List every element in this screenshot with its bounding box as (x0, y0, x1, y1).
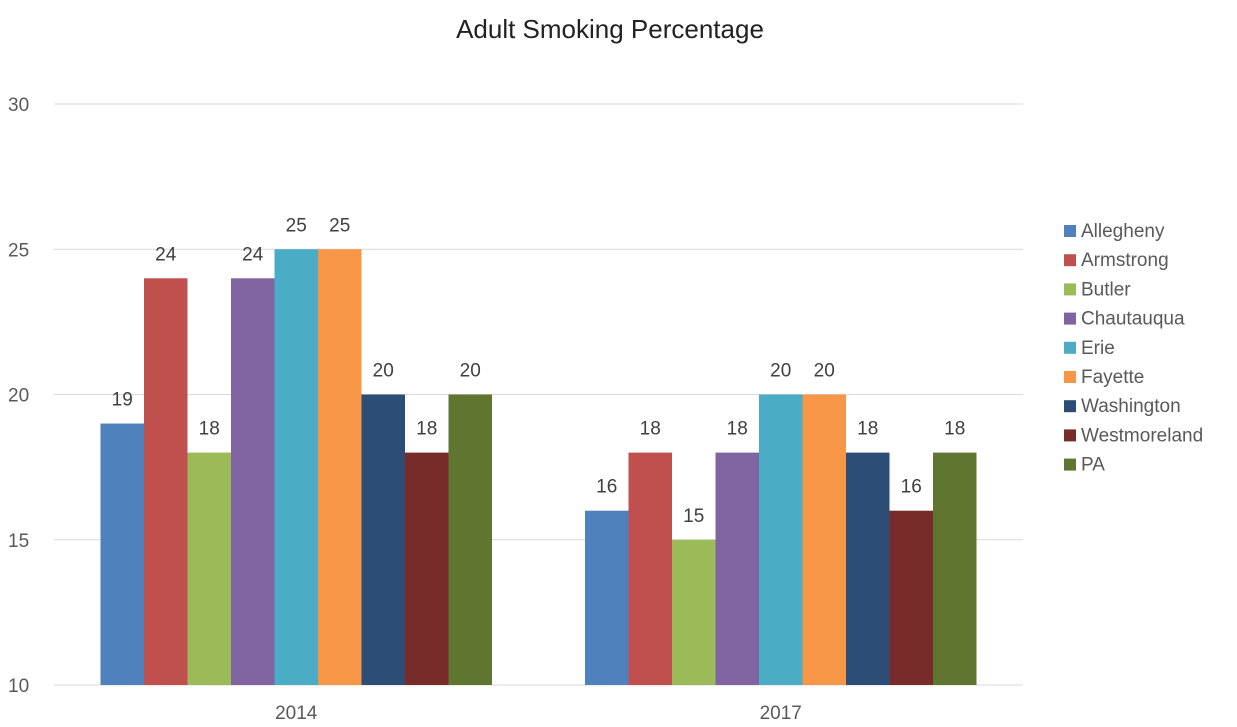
legend-label: PA (1081, 455, 1105, 476)
legend-item-fayette: Fayette (1064, 367, 1144, 388)
legend-label: Armstrong (1081, 250, 1169, 271)
legend-label: Fayette (1081, 367, 1144, 388)
legend-item-allegheny: Allegheny (1064, 221, 1165, 242)
legend-swatch (1064, 225, 1076, 237)
data-label: 20 (770, 361, 791, 382)
y-tick-label: 25 (8, 240, 29, 261)
bars (100, 249, 977, 685)
data-label: 15 (683, 506, 704, 527)
x-tick-label: 2017 (760, 703, 802, 724)
legend-swatch (1064, 283, 1076, 296)
bar-armstrong-2017 (628, 452, 672, 685)
legend-label: Westmoreland (1081, 425, 1203, 446)
data-label: 18 (857, 419, 878, 440)
bar-washington-2014 (361, 394, 405, 685)
bar-butler-2014 (187, 452, 231, 685)
legend-label: Washington (1081, 396, 1181, 417)
bar-pa-2014 (448, 394, 492, 685)
legend-item-erie: Erie (1064, 338, 1115, 359)
legend-label: Chautauqua (1081, 309, 1185, 330)
bar-chautauqua-2014 (231, 278, 275, 685)
legend-swatch (1064, 458, 1076, 471)
y-axis-ticks: 10 15 20 25 30 (8, 95, 29, 697)
data-label: 18 (199, 419, 220, 440)
bar-fayette-2014 (318, 249, 362, 685)
y-tick-label: 15 (8, 531, 29, 552)
data-label: 25 (329, 215, 350, 236)
legend-item-westmoreland: Westmoreland (1064, 425, 1203, 446)
data-label: 18 (640, 419, 661, 440)
bar-pa-2017 (933, 452, 977, 685)
legend-item-armstrong: Armstrong (1064, 250, 1169, 271)
data-label: 20 (373, 361, 394, 382)
bar-fayette-2017 (802, 394, 846, 685)
y-tick-label: 20 (8, 386, 29, 407)
legend-swatch (1064, 400, 1076, 413)
data-label: 16 (901, 477, 922, 498)
bar-allegheny-2014 (100, 423, 144, 685)
data-label: 24 (242, 244, 264, 265)
x-axis-ticks: 2014 2017 (275, 703, 802, 724)
legend-swatch (1064, 341, 1076, 354)
legend-item-butler: Butler (1064, 279, 1131, 300)
y-tick-label: 30 (8, 95, 29, 116)
bar-armstrong-2014 (144, 278, 188, 685)
legend-swatch (1064, 312, 1076, 325)
y-tick-label: 10 (8, 676, 29, 697)
bar-allegheny-2017 (585, 510, 629, 685)
legend-swatch (1064, 429, 1076, 442)
data-label: 18 (944, 419, 965, 440)
bar-washington-2017 (846, 452, 890, 685)
bar-erie-2017 (759, 394, 803, 685)
data-label: 18 (416, 419, 437, 440)
data-label: 25 (286, 215, 307, 236)
bar-westmoreland-2017 (889, 510, 933, 685)
legend-item-washington: Washington (1064, 396, 1181, 417)
bar-chautauqua-2017 (715, 452, 759, 685)
legend-item-chautauqua: Chautauqua (1064, 309, 1185, 330)
bar-butler-2017 (672, 539, 716, 685)
data-label: 20 (814, 361, 835, 382)
data-label: 18 (727, 419, 748, 440)
data-label: 16 (596, 477, 617, 498)
bar-erie-2014 (274, 249, 318, 685)
legend-item-pa: PA (1064, 455, 1105, 476)
chart-title: Adult Smoking Percentage (456, 14, 764, 44)
legend-label: Allegheny (1081, 221, 1165, 242)
legend-swatch (1064, 254, 1076, 267)
data-label: 20 (460, 361, 481, 382)
data-labels: 19 24 18 24 25 25 20 18 20 16 18 15 18 20 20 18 16 18 (112, 215, 966, 527)
legend-label: Butler (1081, 279, 1131, 300)
legend: Allegheny Armstrong Butler Chautauqua Erie Fa… (1064, 221, 1203, 476)
data-label: 24 (155, 244, 177, 265)
legend-label: Erie (1081, 338, 1115, 359)
data-label: 19 (112, 390, 133, 411)
x-tick-label: 2014 (275, 703, 318, 724)
legend-swatch (1064, 371, 1076, 383)
bar-westmoreland-2014 (405, 452, 449, 685)
